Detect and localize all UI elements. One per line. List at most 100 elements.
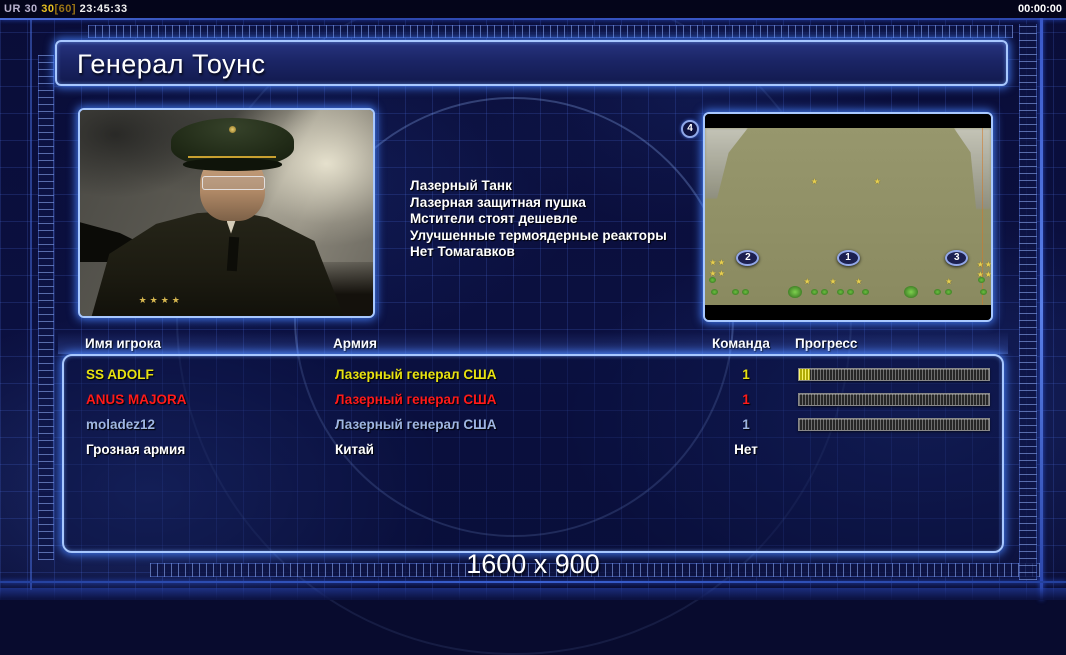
- frame-right-line: [1040, 18, 1043, 600]
- ur-label: UR 30: [4, 3, 38, 15]
- players-rows: SS ADOLF Лазерный генерал США 1 ANUS MAJ…: [64, 356, 1002, 463]
- minimap-supply-star: ★: [976, 259, 984, 269]
- minimap-letterbox-top: [705, 114, 991, 128]
- minimap-tree-large: [903, 285, 918, 298]
- performance-readout: UR 30 30[60] 23:45:33: [4, 0, 128, 18]
- minimap-start-marker: 2: [736, 250, 760, 267]
- load-progress-bar: [798, 368, 990, 381]
- player-name: ANUS MAJORA: [86, 392, 187, 407]
- minimap-tree: [836, 289, 844, 296]
- minimap-tree: [846, 289, 854, 296]
- minimap-supply-star: ★: [855, 277, 863, 287]
- load-progress-fill: [799, 369, 811, 380]
- minimap-letterbox-bottom: [705, 305, 991, 320]
- portrait-glasses: [201, 175, 266, 191]
- load-progress-bar: [798, 393, 990, 406]
- player-name: moladez12: [86, 417, 156, 432]
- minimap-supply-star: ★: [945, 277, 953, 287]
- perk-item: Лазерная защитная пушка: [410, 194, 586, 210]
- column-header-team: Команда: [712, 336, 770, 351]
- minimap-border-line: [981, 128, 983, 305]
- minimap-supply-star: ★: [709, 257, 717, 267]
- portrait-cap-band: [188, 156, 277, 159]
- ruler-bottom: [150, 563, 1040, 577]
- minimap-supply-star: ★: [829, 277, 837, 287]
- player-team: 1: [742, 392, 750, 407]
- minimap-frame: ★ ★ ★ ★ ★ ★ ★ ★ ★ ★ ★ ★ ★ ★ 2 1 3: [703, 112, 993, 322]
- minimap-tree: [710, 289, 718, 296]
- players-list-panel: SS ADOLF Лазерный генерал США 1 ANUS MAJ…: [62, 354, 1004, 553]
- ruler-right: [1019, 24, 1037, 580]
- perk-item: Лазерный Танк: [410, 178, 512, 193]
- minimap-supply-star: ★: [873, 176, 881, 186]
- minimap-supply-star: ★: [810, 176, 818, 186]
- frame-top-line: [0, 18, 1066, 20]
- general-portrait-image: ★★★★: [80, 110, 373, 316]
- minimap-terrain: ★ ★ ★ ★ ★ ★ ★ ★ ★ ★ ★ ★ ★ ★ 2 1 3: [705, 128, 991, 305]
- portrait-cap-emblem: [229, 126, 237, 134]
- minimap-tree: [732, 289, 740, 296]
- minimap-tree: [820, 289, 828, 296]
- minimap-supply-star: ★: [709, 268, 717, 278]
- minimap-player-count-badge: 4: [681, 120, 699, 138]
- ruler-left: [38, 55, 54, 560]
- portrait-cap-brim: [182, 158, 283, 171]
- portrait-rank-stars: ★★★★: [138, 294, 183, 305]
- minimap-start-marker: 3: [945, 250, 969, 267]
- player-name: SS ADOLF: [86, 367, 154, 382]
- minimap-tree: [978, 276, 986, 283]
- perk-item: Нет Томагавков: [410, 244, 515, 259]
- column-header-army: Армия: [333, 336, 377, 351]
- fps-value: 30: [41, 3, 55, 15]
- minimap-tree: [810, 289, 818, 296]
- player-row: ANUS MAJORA Лазерный генерал США 1: [64, 388, 1002, 413]
- player-team: 1: [742, 367, 750, 382]
- minimap-supply-star: ★: [717, 268, 726, 278]
- system-clock: 23:45:33: [79, 3, 128, 15]
- general-perks-list: Лазерный Танк Лазерная защитная пушка Мс…: [410, 178, 667, 261]
- player-army: Лазерный генерал США: [335, 417, 497, 432]
- general-title-panel: Генерал Тоунс: [55, 40, 1008, 86]
- frame-left-line: [30, 20, 32, 590]
- minimap-supply-star: ★: [976, 270, 984, 280]
- minimap-supply-star: ★: [984, 259, 992, 269]
- player-army: Лазерный генерал США: [335, 367, 497, 382]
- minimap-tree-large: [787, 285, 802, 298]
- player-army: Лазерный генерал США: [335, 392, 497, 407]
- general-portrait-frame: ★★★★: [78, 108, 375, 318]
- load-progress-bar: [798, 418, 990, 431]
- column-header-progress: Прогресс: [795, 336, 858, 351]
- frame-bottom-strip: [0, 588, 1066, 600]
- minimap-tree: [979, 289, 987, 296]
- status-bar: UR 30 30[60] 23:45:33 00:00:00: [0, 0, 1066, 18]
- minimap-supply-star: ★: [984, 270, 992, 280]
- perk-item: Улучшенные термоядерные реакторы: [410, 227, 667, 243]
- fps-max: [60]: [54, 3, 77, 15]
- minimap-supply-star: ★: [803, 277, 811, 287]
- minimap-tree: [945, 289, 953, 296]
- player-row: moladez12 Лазерный генерал США 1: [64, 413, 1002, 438]
- player-team: 1: [742, 417, 750, 432]
- player-row: SS ADOLF Лазерный генерал США 1: [64, 363, 1002, 388]
- perk-item: Мстители стоят дешевле: [410, 211, 578, 226]
- player-team: Нет: [734, 442, 758, 457]
- ruler-top: [88, 25, 1013, 38]
- player-row: Грозная армия Китай Нет: [64, 438, 1002, 463]
- match-timer: 00:00:00: [1017, 3, 1062, 15]
- frame-bottom-line: [0, 581, 1066, 583]
- player-army: Китай: [335, 442, 374, 457]
- minimap-start-marker: 1: [836, 250, 860, 267]
- minimap-tree: [862, 289, 870, 296]
- table-header-band: [58, 332, 1008, 354]
- minimap-cliff: [705, 128, 748, 199]
- minimap-tree: [933, 289, 941, 296]
- minimap-tree: [742, 289, 750, 296]
- minimap-cliff: [953, 128, 991, 210]
- resolution-label: 1600 x 900: [466, 549, 600, 579]
- minimap-supply-star: ★: [717, 257, 726, 267]
- portrait-shirt-collar: [226, 220, 236, 234]
- player-name: Грозная армия: [86, 442, 186, 457]
- column-header-name: Имя игрока: [85, 336, 161, 351]
- minimap-tree: [709, 276, 717, 283]
- page-title: Генерал Тоунс: [77, 49, 266, 79]
